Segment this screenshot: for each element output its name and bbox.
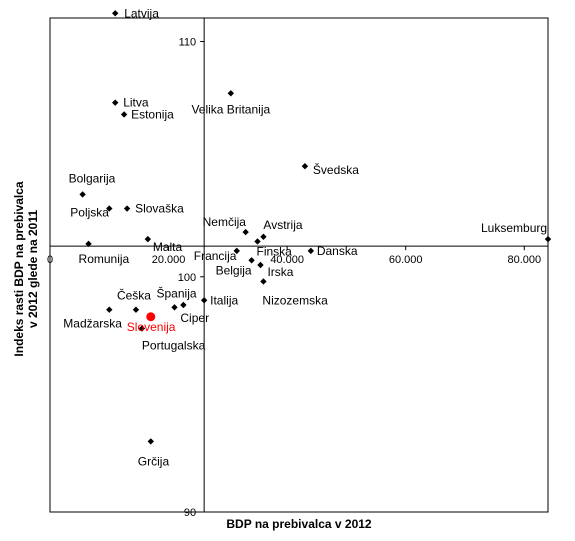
y-tick-label: 90 [184, 507, 196, 519]
data-point [106, 205, 113, 212]
data-point [112, 10, 119, 17]
data-point [200, 297, 208, 304]
data-point [106, 306, 113, 313]
data-point [544, 235, 552, 243]
data-point [307, 247, 315, 255]
data-label: Slovenija [127, 320, 176, 334]
data-label: Malta [153, 240, 183, 254]
data-point [171, 304, 178, 311]
data-point [260, 278, 267, 285]
data-label: Velika Britanija [191, 102, 270, 116]
data-label: Češka [117, 288, 151, 303]
data-point [144, 235, 152, 243]
x-tick-label: 60.000 [389, 254, 423, 266]
y-axis-title-line-1: Indeks rasti BDP na prebivalca [12, 181, 26, 357]
x-tick-label: 0 [47, 254, 53, 266]
plot-border [49, 17, 549, 513]
plot-area [49, 17, 549, 513]
y-tick-label: 100 [178, 272, 196, 284]
data-point [123, 205, 131, 212]
data-label: Ciper [180, 311, 209, 325]
data-label: Madžarska [63, 317, 122, 331]
data-label: Litva [123, 96, 149, 110]
x-tick-label: 20.000 [152, 254, 186, 266]
data-point [301, 163, 309, 170]
data-label: Švedska [313, 162, 359, 177]
data-label: Portugalska [142, 339, 206, 353]
data-point [257, 261, 264, 269]
data-point [248, 257, 255, 264]
axes [49, 18, 548, 513]
data-label: Avstrija [263, 218, 302, 232]
data-point [260, 233, 267, 240]
data-label: Belgija [216, 263, 252, 277]
data-label: Francija [194, 249, 237, 263]
data-point [138, 325, 146, 332]
x-tick-label: 40.000 [270, 254, 304, 266]
data-label: Luksemburg [481, 221, 547, 235]
data-point [85, 240, 92, 248]
data-point [254, 238, 261, 245]
data-point [147, 438, 154, 445]
data-point [233, 247, 240, 255]
x-tick-label: 80.000 [507, 254, 541, 266]
data-point [132, 306, 140, 313]
data-point [120, 111, 128, 118]
data-label: Nizozemska [262, 293, 328, 307]
x-axis-title: BDP na prebivalca v 2012 [226, 517, 372, 531]
data-point [112, 99, 119, 106]
data-label: Finska [257, 244, 293, 258]
data-point [242, 228, 249, 236]
data-label: Bolgarija [69, 171, 116, 185]
data-label: Romunija [79, 252, 130, 266]
data-points [79, 10, 552, 445]
tick-labels: 0 20.000 40.000 60.000 80.000 90 100 110 [47, 37, 541, 519]
data-label: Latvija [124, 6, 159, 20]
data-label: Grčija [138, 454, 170, 468]
data-label: Irska [267, 265, 293, 279]
y-tick-label: 110 [179, 37, 197, 49]
data-label: Estonija [131, 107, 174, 121]
data-label: Danska [317, 244, 358, 258]
data-point [79, 191, 86, 198]
data-point-highlight [146, 312, 156, 322]
y-axis-title-line-2: v 2012 glede na 2011 [26, 210, 40, 328]
data-label: Španija [157, 285, 197, 300]
data-label: Poljska [70, 206, 109, 220]
data-point [227, 90, 235, 97]
data-label: Slovaška [135, 202, 184, 216]
data-label: Nemčija [203, 215, 247, 229]
data-point [180, 301, 187, 309]
data-label: Italija [210, 293, 238, 307]
